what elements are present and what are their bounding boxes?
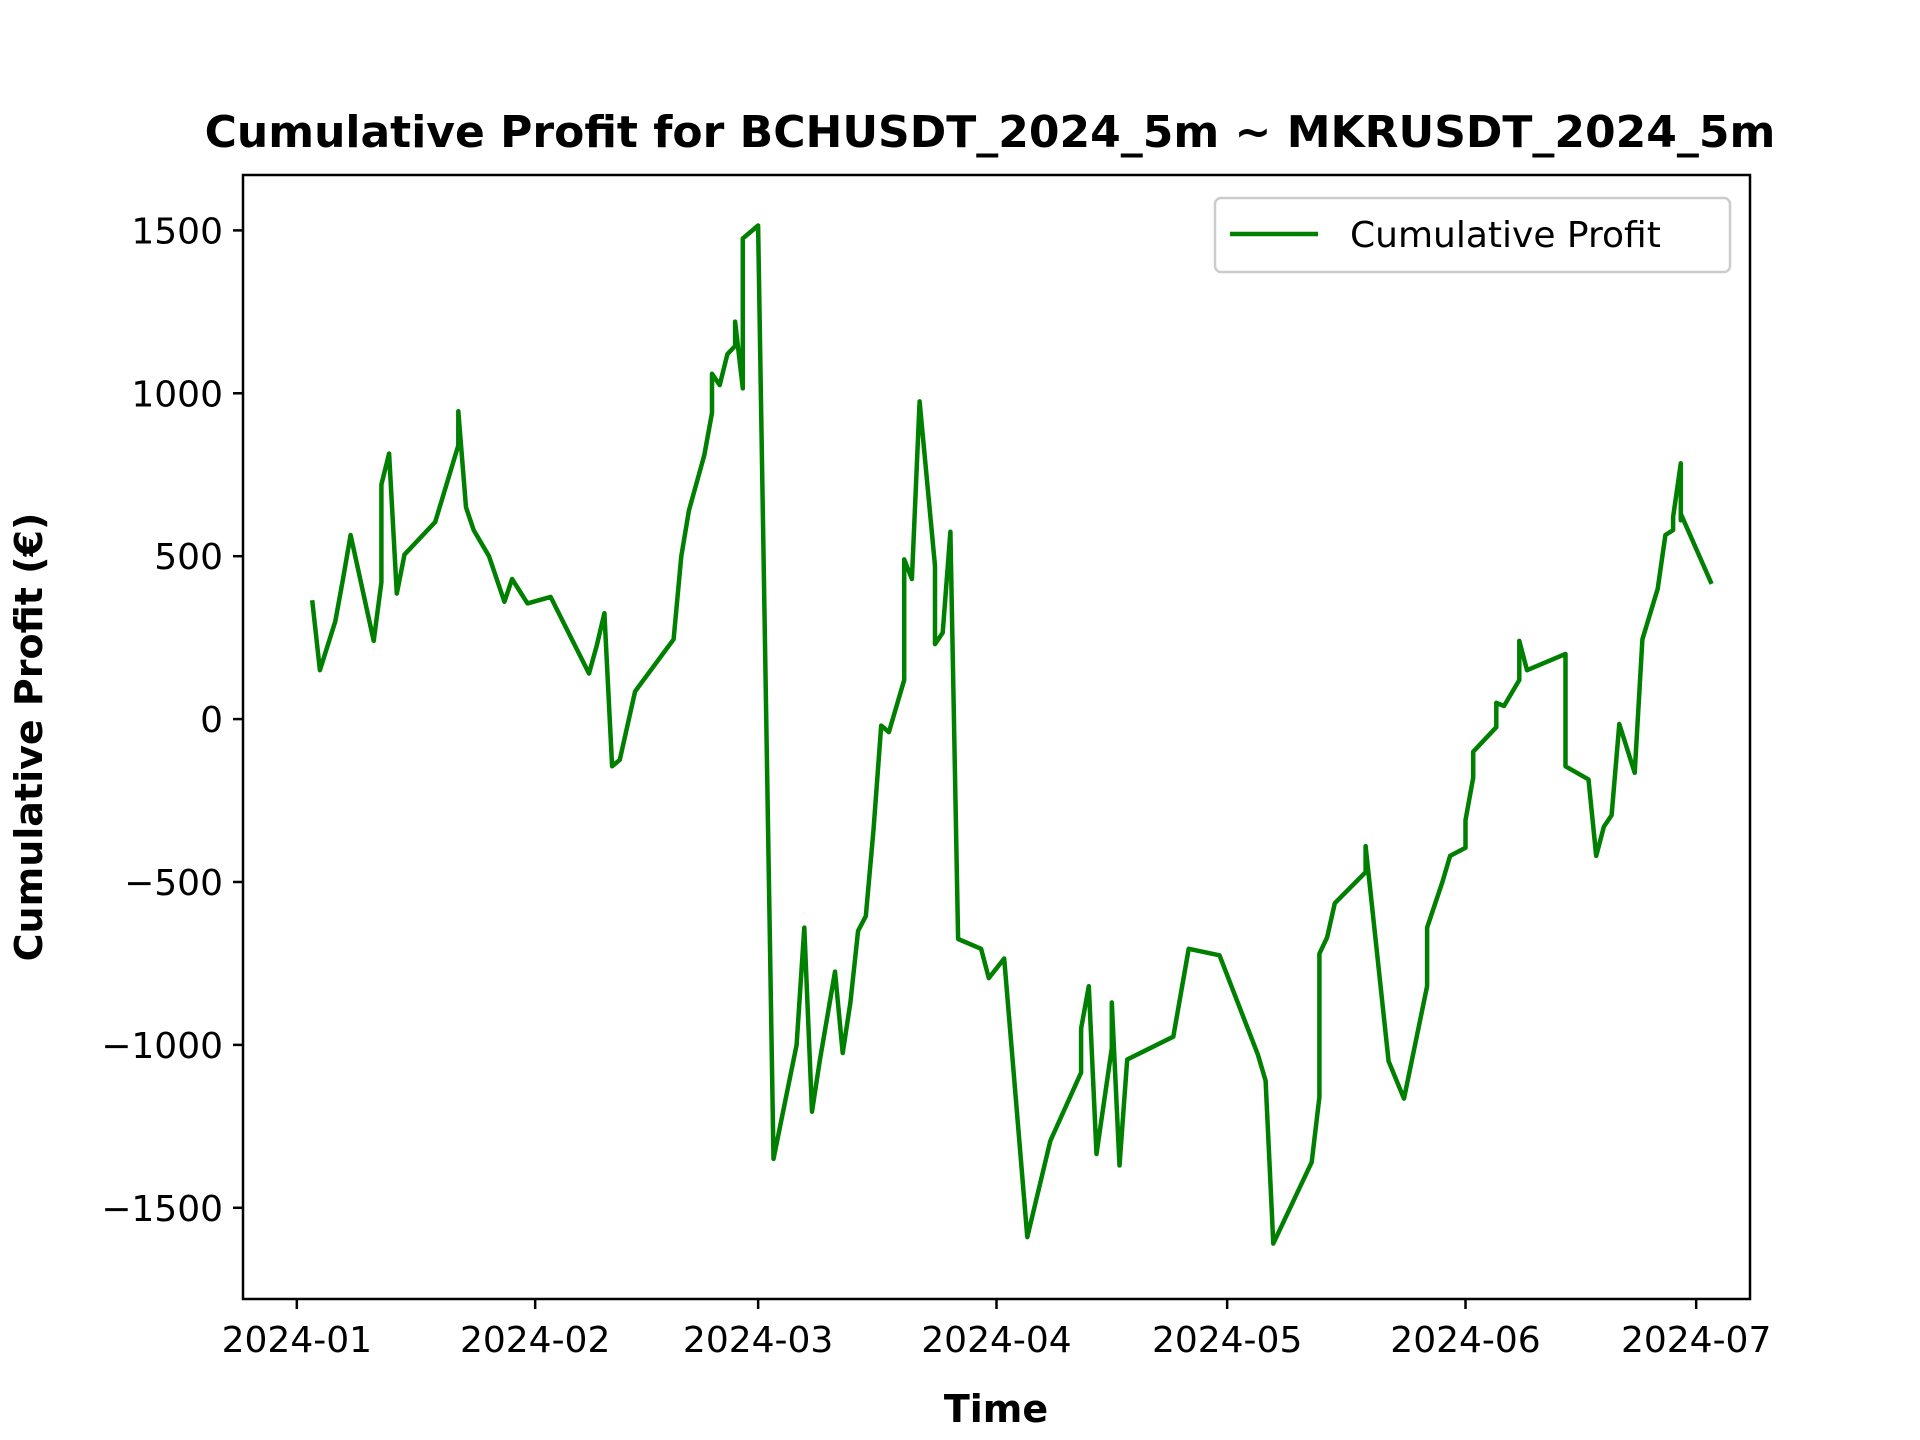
- x-tick-label: 2024-04: [921, 1320, 1071, 1361]
- y-tick-label: −1000: [101, 1026, 223, 1067]
- legend-label: Cumulative Profit: [1350, 215, 1661, 256]
- x-tick-label: 2024-05: [1152, 1320, 1302, 1361]
- plot-area-frame: [241, 173, 1752, 1301]
- legend: Cumulative Profit: [1213, 196, 1732, 274]
- x-tick-label: 2024-02: [460, 1320, 610, 1361]
- y-axis: −1500 −1000 −500 0 500 1000 1500: [101, 211, 243, 1230]
- y-tick-label: 500: [154, 537, 223, 578]
- x-tick-label: 2024-03: [683, 1320, 833, 1361]
- x-tick-label: 2024-01: [222, 1320, 372, 1361]
- series-layer: [309, 223, 1714, 1246]
- y-tick-label: −500: [124, 863, 223, 904]
- x-tick-label: 2024-07: [1621, 1320, 1771, 1361]
- legend-box: [1213, 196, 1732, 274]
- y-axis-label: Cumulative Profit (€): [7, 513, 51, 962]
- y-tick-label: −1500: [101, 1189, 223, 1230]
- y-tick-label: 1000: [131, 374, 223, 415]
- x-axis: 2024-01 2024-02 2024-03 2024-04 2024-05 2024-…: [222, 1299, 1771, 1361]
- x-axis-label: Time: [944, 1387, 1048, 1431]
- y-tick-label: 1500: [131, 211, 223, 252]
- y-tick-label: 0: [200, 700, 223, 741]
- x-tick-label: 2024-06: [1390, 1320, 1540, 1361]
- series-line-cumulative-profit: [309, 223, 1714, 1246]
- chart-title: Cumulative Profit for BCHUSDT_2024_5m ~ …: [205, 107, 1776, 158]
